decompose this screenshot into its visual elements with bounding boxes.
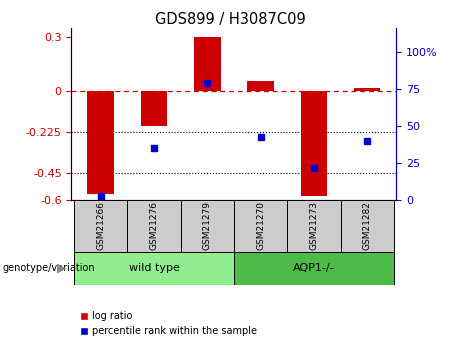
Bar: [234, 252, 394, 285]
Bar: [234, 200, 287, 252]
Text: GSM21273: GSM21273: [309, 201, 319, 250]
Text: GSM21279: GSM21279: [203, 201, 212, 250]
Bar: [341, 200, 394, 252]
Text: genotype/variation: genotype/variation: [2, 263, 95, 273]
Bar: [74, 200, 127, 252]
Bar: [287, 200, 341, 252]
Text: wild type: wild type: [129, 263, 179, 273]
Bar: [88, 91, 114, 194]
Text: GDS899 / H3087C09: GDS899 / H3087C09: [155, 12, 306, 27]
Bar: [181, 200, 234, 252]
Bar: [127, 200, 181, 252]
Bar: [301, 91, 327, 196]
Text: GSM21266: GSM21266: [96, 201, 105, 250]
Bar: [74, 252, 234, 285]
Text: GSM21270: GSM21270: [256, 201, 265, 250]
Bar: [247, 81, 274, 91]
Text: GSM21276: GSM21276: [149, 201, 159, 250]
Bar: [194, 37, 221, 91]
Text: GSM21282: GSM21282: [363, 201, 372, 250]
Text: ▶: ▶: [57, 262, 67, 275]
Bar: [141, 91, 167, 126]
Bar: [354, 88, 380, 91]
Legend: log ratio, percentile rank within the sample: log ratio, percentile rank within the sa…: [77, 307, 261, 340]
Text: AQP1-/-: AQP1-/-: [293, 263, 335, 273]
